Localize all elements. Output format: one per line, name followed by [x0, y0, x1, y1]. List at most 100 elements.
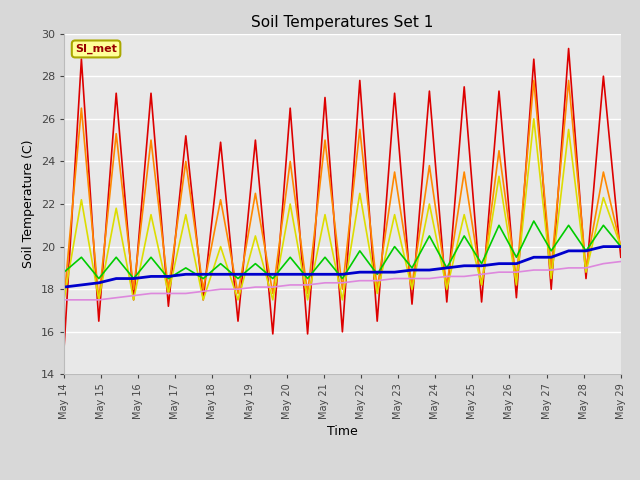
TC1_8Cm	[339, 297, 346, 303]
TC1_8Cm	[200, 297, 207, 303]
TC1_50Cm	[339, 280, 346, 286]
TC1_8Cm	[130, 297, 138, 303]
TC1_8Cm	[391, 212, 399, 217]
TC1_50Cm	[286, 282, 294, 288]
TC1_2Cm	[530, 56, 538, 62]
TC1_4Cm	[513, 276, 520, 281]
TC1_2Cm	[600, 73, 607, 79]
TC1_8Cm	[477, 282, 485, 288]
TC1_8Cm	[252, 233, 259, 239]
TC1_4Cm	[426, 163, 433, 168]
TC1_32Cm	[269, 271, 276, 277]
TC1_16Cm	[113, 254, 120, 260]
TC1_50Cm	[234, 286, 242, 292]
TC1_16Cm	[408, 265, 416, 271]
TC1_2Cm	[339, 329, 346, 335]
TC1_2Cm	[252, 137, 259, 143]
TC1_8Cm	[286, 201, 294, 207]
TC1_8Cm	[530, 116, 538, 121]
Line: TC1_8Cm: TC1_8Cm	[64, 119, 621, 300]
TC1_4Cm	[391, 169, 399, 175]
TC1_8Cm	[547, 276, 555, 281]
TC1_4Cm	[182, 158, 189, 164]
TC1_50Cm	[95, 297, 102, 303]
TC1_16Cm	[269, 276, 276, 281]
TC1_4Cm	[113, 131, 120, 137]
TC1_4Cm	[339, 286, 346, 292]
TC1_8Cm	[321, 212, 329, 217]
TC1_16Cm	[182, 265, 189, 271]
TC1_50Cm	[617, 259, 625, 264]
TC1_16Cm	[391, 244, 399, 250]
TC1_50Cm	[495, 269, 503, 275]
TC1_4Cm	[321, 137, 329, 143]
TC1_32Cm	[617, 244, 625, 250]
TC1_4Cm	[408, 282, 416, 288]
TC1_8Cm	[443, 286, 451, 292]
TC1_50Cm	[600, 261, 607, 266]
TC1_50Cm	[426, 276, 433, 281]
TC1_16Cm	[495, 222, 503, 228]
TC1_8Cm	[182, 212, 189, 217]
TC1_32Cm	[182, 271, 189, 277]
TC1_8Cm	[426, 201, 433, 207]
TC1_2Cm	[130, 297, 138, 303]
Line: TC1_2Cm: TC1_2Cm	[64, 48, 621, 349]
TC1_32Cm	[77, 282, 85, 288]
TC1_50Cm	[530, 267, 538, 273]
TC1_2Cm	[495, 88, 503, 94]
TC1_4Cm	[77, 105, 85, 111]
TC1_8Cm	[217, 244, 225, 250]
TC1_50Cm	[113, 295, 120, 300]
TC1_2Cm	[200, 297, 207, 303]
TC1_8Cm	[164, 290, 172, 296]
TC1_50Cm	[547, 267, 555, 273]
TC1_8Cm	[269, 297, 276, 303]
TC1_32Cm	[564, 248, 572, 254]
TC1_2Cm	[426, 88, 433, 94]
TC1_2Cm	[95, 318, 102, 324]
TC1_50Cm	[60, 297, 68, 303]
TC1_4Cm	[304, 290, 312, 296]
TC1_8Cm	[373, 290, 381, 296]
TC1_32Cm	[391, 269, 399, 275]
TC1_50Cm	[217, 286, 225, 292]
TC1_2Cm	[164, 303, 172, 309]
TC1_32Cm	[495, 261, 503, 266]
TC1_8Cm	[234, 297, 242, 303]
TC1_32Cm	[513, 261, 520, 266]
TC1_4Cm	[373, 286, 381, 292]
TC1_2Cm	[77, 56, 85, 62]
TC1_50Cm	[582, 265, 590, 271]
TC1_8Cm	[408, 286, 416, 292]
TC1_2Cm	[547, 286, 555, 292]
TC1_4Cm	[582, 265, 590, 271]
TC1_4Cm	[95, 297, 102, 303]
TC1_2Cm	[582, 276, 590, 281]
TC1_16Cm	[373, 271, 381, 277]
TC1_4Cm	[147, 137, 155, 143]
Line: TC1_4Cm: TC1_4Cm	[64, 81, 621, 300]
TC1_2Cm	[513, 295, 520, 300]
TC1_4Cm	[495, 148, 503, 154]
TC1_32Cm	[252, 271, 259, 277]
TC1_16Cm	[95, 276, 102, 281]
TC1_8Cm	[356, 191, 364, 196]
TC1_16Cm	[460, 233, 468, 239]
TC1_32Cm	[356, 269, 364, 275]
TC1_50Cm	[356, 278, 364, 284]
TC1_32Cm	[339, 271, 346, 277]
TC1_32Cm	[95, 280, 102, 286]
TC1_50Cm	[460, 274, 468, 279]
TC1_16Cm	[77, 254, 85, 260]
TC1_32Cm	[373, 269, 381, 275]
TC1_32Cm	[600, 244, 607, 250]
TC1_16Cm	[600, 222, 607, 228]
TC1_2Cm	[321, 95, 329, 100]
TC1_4Cm	[130, 286, 138, 292]
TC1_32Cm	[408, 267, 416, 273]
TC1_2Cm	[617, 254, 625, 260]
TC1_50Cm	[252, 284, 259, 290]
TC1_8Cm	[460, 212, 468, 217]
TC1_8Cm	[617, 244, 625, 250]
